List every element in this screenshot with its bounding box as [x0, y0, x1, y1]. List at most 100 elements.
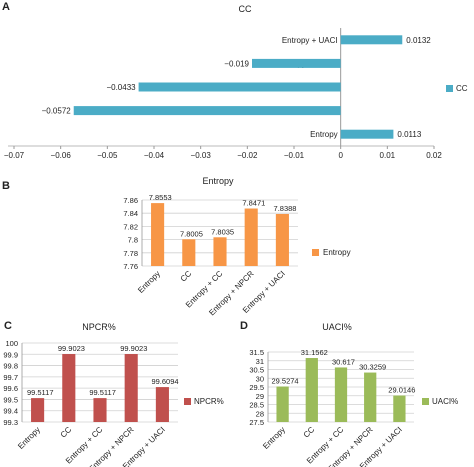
legend-label: Entropy	[323, 248, 351, 257]
y-tick-label: 28	[256, 409, 264, 418]
y-tick-label: 7.86	[123, 196, 138, 205]
bar	[31, 398, 45, 422]
data-label: 31.1562	[301, 348, 328, 357]
data-label: 7.8388	[274, 204, 297, 213]
legend-label: CC	[456, 84, 468, 93]
x-tick-label: −0.04	[144, 151, 165, 160]
bar	[62, 354, 76, 422]
chart-title: NPCR%	[82, 322, 116, 332]
y-tick-label: 7.76	[123, 262, 138, 271]
data-label: 99.5117	[89, 388, 116, 397]
y-tick-label: 99.5	[3, 395, 18, 404]
bar	[124, 354, 138, 422]
bar	[213, 237, 227, 266]
bar	[151, 203, 165, 266]
x-tick-label: 0.02	[426, 151, 442, 160]
x-tick-label: 0	[338, 151, 343, 160]
bar	[155, 387, 169, 422]
y-tick-label: 30.5	[249, 366, 264, 375]
y-tick-label: 29.5	[249, 383, 264, 392]
data-label: 7.8005	[180, 229, 203, 238]
data-label: 7.8553	[149, 193, 172, 202]
legend-swatch	[312, 249, 319, 256]
bar	[182, 239, 196, 266]
bar	[364, 372, 377, 422]
chart-entropy: Entropy 7.76 7.78 7.8 7.82 7.84 7.86 7.8553 7.…	[123, 176, 350, 317]
data-label: −0.0433	[106, 83, 136, 92]
category-label: Entropy	[16, 425, 42, 451]
y-tick-label: 99.7	[3, 373, 18, 382]
chart-title: UACI%	[322, 322, 352, 332]
legend-swatch	[422, 398, 429, 405]
x-tick-label: −0.05	[97, 151, 118, 160]
data-label: 29.0146	[388, 385, 415, 394]
x-tick-label: −0.07	[4, 151, 25, 160]
y-tick-label: 99.8	[3, 362, 18, 371]
data-label: 7.8471	[242, 199, 265, 208]
panel-label-b: B	[2, 180, 10, 192]
data-label: 30.617	[332, 357, 355, 366]
y-tick-label: 30	[256, 374, 264, 383]
y-tick-label: 99.9	[3, 350, 18, 359]
x-tick-label: −0.06	[51, 151, 72, 160]
y-tick-label: 7.84	[123, 209, 138, 218]
bar	[305, 358, 318, 422]
category-label: Entropy	[261, 425, 287, 451]
y-tick-label: 31	[256, 357, 264, 366]
data-label: 99.9023	[58, 344, 85, 353]
y-tick-label: 100	[5, 339, 18, 348]
bar	[275, 213, 289, 266]
chart-cc: CC −0.07 −0.06 −0.05 −0.04 −0.03 −0.02 −0.01 0 0…	[4, 4, 468, 160]
data-label: 7.8035	[211, 227, 234, 236]
y-tick-label: 99.3	[3, 418, 18, 427]
data-label: −0.0572	[42, 107, 72, 116]
x-tick-label: −0.02	[237, 151, 258, 160]
data-label: 29.5274	[271, 377, 298, 386]
bar	[340, 129, 394, 139]
panel-label-a: A	[2, 1, 10, 13]
data-label: 99.5117	[27, 388, 54, 397]
chart-npcr: NPCR% 99.3 99.4 99.5 99.6 99.7 99.8 99.9 100 99…	[3, 322, 223, 467]
y-tick-label: 99.4	[3, 407, 18, 416]
data-label: 30.3259	[359, 363, 386, 372]
data-label: 99.9023	[120, 344, 147, 353]
panel-label-d: D	[240, 320, 248, 332]
category-label: CC	[179, 269, 194, 284]
y-tick-label: 31.5	[249, 348, 264, 357]
bar	[393, 395, 406, 422]
x-tick-label: −0.03	[191, 151, 212, 160]
data-label: −0.019	[224, 59, 249, 68]
bar	[276, 386, 289, 422]
category-label: CC	[59, 425, 74, 440]
data-label: 0.0113	[397, 130, 421, 139]
x-tick-label: 0.01	[380, 151, 396, 160]
x-tick-label: −0.01	[284, 151, 305, 160]
bar	[93, 398, 107, 422]
bar	[244, 208, 258, 266]
bar	[334, 367, 348, 422]
data-label: 0.0132	[406, 36, 431, 45]
panel-label-c: C	[4, 320, 12, 332]
chart-title: Entropy	[202, 176, 234, 186]
y-tick-label: 27.5	[249, 418, 264, 427]
category-label: Entropy + UACI	[282, 36, 338, 45]
legend-swatch	[184, 398, 191, 405]
y-tick-label: 29	[256, 392, 264, 401]
y-tick-label: 7.8	[128, 236, 138, 245]
y-tick-label: 99.6	[3, 384, 18, 393]
data-label: 99.6094	[151, 377, 178, 386]
bar	[73, 106, 341, 116]
bar	[340, 35, 403, 45]
legend-label: NPCR%	[194, 397, 224, 406]
legend-swatch	[446, 85, 453, 92]
chart-title: CC	[239, 4, 252, 14]
category-label: CC	[302, 425, 317, 440]
bar	[252, 58, 341, 68]
y-tick-label: 7.78	[123, 249, 138, 258]
legend-label: UACI%	[432, 397, 458, 406]
y-tick-label: 28.5	[249, 401, 264, 410]
y-tick-label: 7.82	[123, 222, 138, 231]
category-label: Entropy	[136, 269, 162, 295]
